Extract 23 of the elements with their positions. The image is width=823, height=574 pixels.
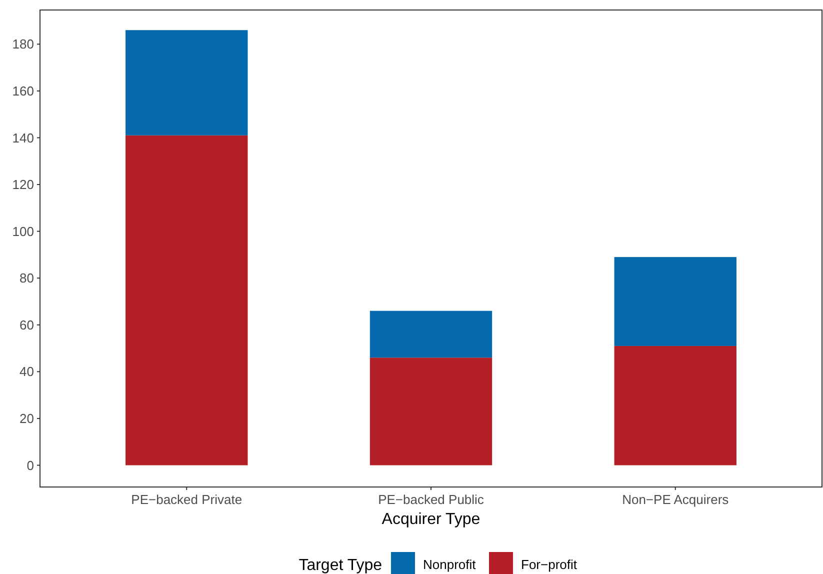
legend-title: Target Type (298, 557, 382, 574)
legend-label: For−profit (521, 557, 578, 572)
y-tick-label: 180 (12, 36, 34, 52)
y-tick-label: 120 (12, 177, 34, 192)
y-tick-label: 100 (12, 224, 34, 239)
bar (614, 346, 736, 466)
bar (370, 310, 492, 358)
y-tick-label: 80 (20, 270, 34, 286)
bar (126, 30, 248, 136)
y-tick-label: 40 (20, 364, 34, 380)
bar (370, 358, 492, 466)
bar (126, 135, 248, 466)
y-tick-label: 20 (20, 411, 34, 426)
y-tick-label: 0 (26, 458, 34, 473)
bar (614, 257, 736, 346)
y-tick-label: 160 (12, 83, 34, 98)
x-axis-title: Acquirer Type (382, 511, 480, 528)
x-tick-label: PE−backed Public (378, 492, 484, 507)
y-tick-label: 140 (12, 130, 34, 146)
y-tick-label: 60 (20, 317, 34, 332)
x-tick-label: PE−backed Private (131, 492, 242, 507)
x-tick-label: Non−PE Acquirers (622, 492, 730, 507)
legend-label: Nonprofit (423, 557, 476, 572)
